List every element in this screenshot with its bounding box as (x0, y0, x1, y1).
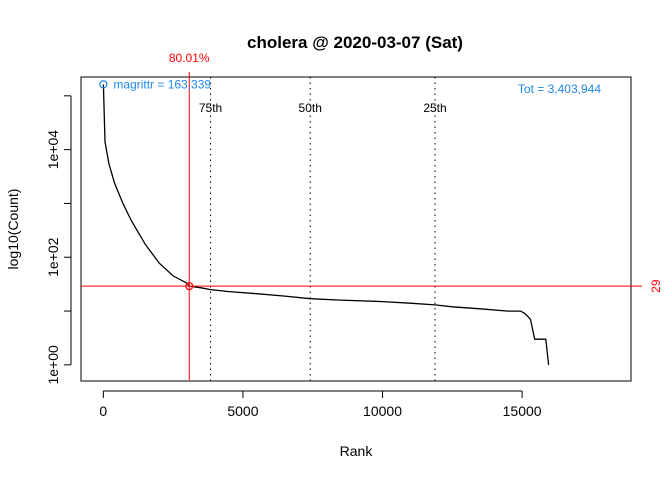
quantile-label-75th: 75th (199, 101, 222, 115)
quantile-lines: 75th 50th 25th (199, 77, 447, 381)
series-line-0 (102, 84, 550, 365)
y-tick-label-1e+02: 1e+02 (45, 237, 61, 277)
quantile-label-25th: 25th (423, 101, 446, 115)
x-axis: 0 5000 10000 15000 (99, 390, 542, 419)
cutoff-y-label: 29 (649, 279, 663, 293)
x-axis-label: Rank (340, 443, 374, 459)
y-axis-label: log10(Count) (5, 189, 21, 270)
y-axis: 1e+00 1e+02 1e+04 (45, 95, 72, 385)
cutoff-point-marker (185, 282, 194, 291)
top-point-marker (99, 80, 108, 89)
total-label: Tot = 3,403,944 (518, 82, 601, 96)
chart-title: cholera @ 2020-03-07 (Sat) (247, 33, 463, 52)
y-tick-label-1e+00: 1e+00 (45, 345, 61, 385)
cutoff-x-annotation: 80.01% (169, 51, 210, 65)
x-tick-label-15000: 15000 (503, 403, 542, 419)
quantile-label-50th: 50th (299, 101, 322, 115)
x-tick-label-0: 0 (99, 403, 107, 419)
annotations: magrittr = 163,339 Tot = 3,403,944 (99, 77, 601, 96)
plot-frame (80, 76, 632, 382)
series-layer (102, 84, 550, 365)
x-tick-label-10000: 10000 (363, 403, 402, 419)
cutoff-x-label: 80.01% (169, 51, 210, 65)
y-tick-label-1e+04: 1e+04 (45, 130, 61, 170)
x-tick-label-5000: 5000 (227, 403, 258, 419)
cutoff-lines: 29 (81, 72, 663, 381)
top-point-label: magrittr = 163,339 (113, 77, 211, 91)
